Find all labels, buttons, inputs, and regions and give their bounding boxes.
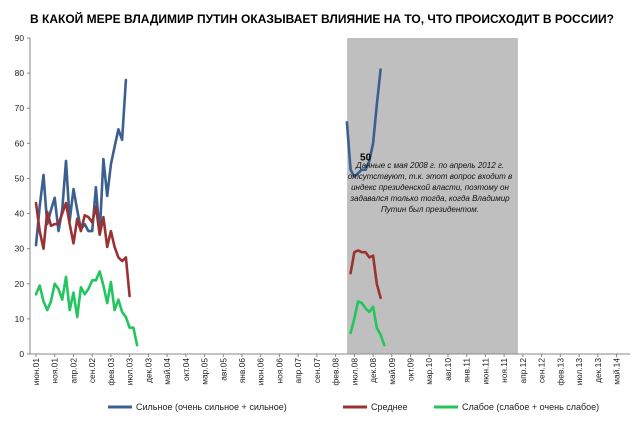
- x-tick-label: сен.12: [537, 358, 547, 383]
- x-tick-label: июн.06: [256, 358, 266, 386]
- y-tick-label: 80: [15, 68, 25, 78]
- x-tick-label: дек.08: [368, 358, 378, 383]
- x-tick-label: июл.13: [574, 358, 584, 386]
- y-tick-label: 90: [15, 33, 25, 43]
- missing-data-note: Данные с мая 2008 г. по апрель 2012 г. о…: [347, 161, 513, 214]
- data-label: 50: [360, 153, 372, 164]
- x-tick-label: фев.08: [331, 358, 341, 386]
- legend-label-2: Среднее: [371, 402, 408, 412]
- x-tick-label: апр.12: [518, 358, 528, 384]
- x-tick-label: май.09: [387, 358, 397, 385]
- y-tick-label: 50: [15, 173, 25, 183]
- data-labels: 50: [360, 153, 372, 164]
- legend-label-1: Сильное (очень сильное + сильное): [136, 402, 287, 412]
- y-axis-ticks: 0 10 20 30 40 50 60 70 80 90: [15, 33, 30, 359]
- x-tick-label: май.04: [162, 358, 172, 385]
- y-tick-label: 60: [15, 138, 25, 148]
- legend: Сильное (очень сильное + сильное) Среднее…: [108, 402, 599, 412]
- chart-title: В КАКОЙ МЕРЕ ВЛАДИМИР ПУТИН ОКАЗЫВАЕТ ВЛ…: [30, 11, 614, 26]
- y-tick-label: 30: [15, 244, 25, 254]
- series-lines: [34, 68, 386, 347]
- x-tick-label: мар.05: [200, 358, 210, 385]
- x-tick-label: мар.10: [424, 358, 434, 385]
- missing-data-period: [347, 38, 518, 354]
- x-tick-label: окт.04: [181, 358, 191, 381]
- y-tick-label: 20: [15, 279, 25, 289]
- x-tick-label: апр.02: [68, 358, 78, 384]
- x-tick-label: янв.11: [462, 358, 472, 383]
- y-tick-label: 40: [15, 209, 25, 219]
- x-tick-label: июн.01: [31, 358, 41, 386]
- series-line-2: [349, 249, 382, 300]
- x-tick-label: авг.10: [443, 358, 453, 381]
- series-line-3: [349, 299, 386, 347]
- series-line-1: [345, 68, 382, 178]
- y-tick-label: 0: [19, 349, 24, 359]
- x-tick-label: ноя.11: [499, 358, 509, 383]
- series-line-3: [34, 270, 139, 347]
- y-tick-label: 70: [15, 103, 25, 113]
- x-tick-label: фев.03: [106, 358, 116, 386]
- x-tick-label: ноя.01: [50, 358, 60, 384]
- y-tick-label: 10: [15, 314, 25, 324]
- x-tick-label: июл.03: [125, 358, 135, 386]
- x-tick-label: июл.08: [349, 358, 359, 386]
- x-tick-label: дек.13: [593, 358, 603, 383]
- series-line-2: [34, 201, 131, 298]
- x-tick-label: июн.11: [480, 358, 490, 385]
- x-tick-label: апр.07: [293, 358, 303, 384]
- x-tick-label: дек.03: [143, 358, 153, 383]
- x-tick-label: фев.13: [555, 358, 565, 386]
- x-tick-label: сен.02: [87, 358, 97, 383]
- x-tick-label: май.14: [612, 358, 622, 385]
- x-tick-label: ноя.06: [274, 358, 284, 384]
- x-tick-label: окт.09: [406, 358, 416, 381]
- legend-label-3: Слабое (слабое + очень слабое): [462, 402, 599, 412]
- x-tick-label: янв.06: [237, 358, 247, 384]
- x-tick-label: сен.07: [312, 358, 322, 383]
- x-axis-ticks: июн.01 ноя.01 апр.02 сен.02 фев.03 июл.03 дек.…: [31, 354, 622, 386]
- x-tick-label: авг.05: [218, 358, 228, 381]
